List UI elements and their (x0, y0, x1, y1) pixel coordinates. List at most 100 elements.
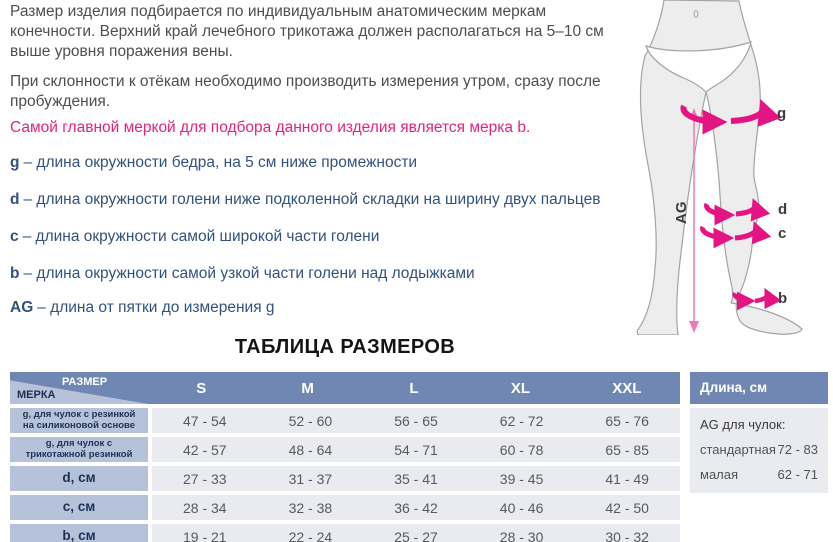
measurement-key: g (10, 154, 20, 171)
value-cell: 47 - 54 (183, 412, 227, 429)
value-cell: 30 - 32 (605, 528, 649, 542)
value-cell: 40 - 46 (499, 499, 544, 516)
size-table-header-row: РАЗМЕР МЕРКА S M L XL XXL (10, 372, 680, 404)
measurement-key: c (10, 228, 19, 245)
value-cell: 32 - 38 (288, 499, 333, 516)
length-option-name: стандартная (700, 442, 776, 457)
column-header-m: M (301, 379, 314, 397)
diagram-label-c: c (778, 225, 786, 242)
value-cell: 62 - 72 (499, 412, 544, 429)
diagram-label-b: b (778, 290, 787, 307)
row-label-line: g, для чулок с (45, 438, 113, 450)
table-row: b, см 19 - 21 22 - 24 25 - 27 28 - 30 30… (10, 524, 680, 542)
length-panel-header: Длина, см (690, 372, 828, 404)
measurement-desc: – длина окружности бедра, на 5 см ниже п… (23, 154, 418, 171)
intro-highlight: Самой главной меркой для подбора данного… (10, 119, 531, 136)
measurement-desc: – длина окружности самой широкой части г… (22, 228, 380, 245)
corner-label-size: РАЗМЕР (62, 376, 108, 388)
row-values: 42 - 57 48 - 64 54 - 71 60 - 78 65 - 85 (152, 437, 680, 462)
legs-measurement-diagram: g d c b AG (636, 0, 803, 335)
tape-arrow-b-icon (732, 287, 782, 311)
body-outline (636, 0, 803, 335)
row-label: d, см (10, 466, 148, 491)
diagram-label-g: g (777, 105, 786, 122)
measurement-def-ag: AG – длина от пятки до измерения g (10, 299, 630, 317)
value-cell: 65 - 85 (605, 441, 649, 458)
length-option: малая 62 - 71 (700, 467, 818, 482)
row-label-line: трикотажной резинкой (25, 448, 133, 460)
value-cell: 52 - 60 (288, 412, 333, 429)
size-table-title: ТАБЛИЦА РАЗМЕРОВ (234, 336, 456, 358)
length-option: стандартная 72 - 83 (700, 442, 818, 457)
column-header-xxl: XXL (612, 379, 642, 397)
table-row: g, для чулок с трикотажной резинкой 42 -… (10, 437, 680, 462)
value-cell: 28 - 30 (499, 528, 544, 542)
value-cell: 19 - 21 (183, 528, 227, 542)
row-label: c, см (10, 495, 148, 520)
length-option-value: 62 - 71 (777, 467, 818, 482)
row-label: g, для чулок с трикотажной резинкой (10, 437, 148, 462)
measurement-def-g: g – длина окружности бедра, на 5 см ниже … (10, 154, 630, 172)
value-cell: 31 - 37 (288, 470, 333, 487)
row-label-line: на силиконовой основе (22, 419, 136, 431)
panty-shape (645, 41, 752, 93)
row-label-line: b, см (62, 528, 96, 542)
value-cell: 48 - 64 (288, 441, 333, 458)
measurement-key: AG (10, 299, 34, 316)
length-option-name: малая (700, 467, 739, 482)
value-cell: 25 - 27 (394, 528, 438, 542)
column-header-l: L (409, 379, 419, 397)
tape-arrow-c-icon (700, 221, 772, 249)
table-row: d, см 27 - 33 31 - 37 35 - 41 39 - 45 41… (10, 466, 680, 491)
length-option-value: 72 - 83 (777, 442, 818, 457)
intro-paragraph-1: Размер изделия подбирается по индивидуал… (10, 3, 604, 60)
value-cell: 22 - 24 (288, 528, 333, 542)
measurement-desc: – длина окружности голени ниже подколенн… (23, 191, 601, 208)
value-cell: 65 - 76 (605, 412, 649, 429)
length-panel-body: AG для чулок: стандартная 72 - 83 малая … (690, 408, 828, 493)
value-cell: 42 - 50 (605, 499, 649, 516)
row-values: 47 - 54 52 - 60 56 - 65 62 - 72 65 - 76 (152, 408, 680, 433)
value-cell: 35 - 41 (394, 470, 438, 487)
measurement-key: b (10, 265, 20, 282)
value-cell: 28 - 34 (183, 499, 227, 516)
tape-arrow-d-icon (704, 198, 771, 226)
value-cell: 27 - 33 (183, 470, 227, 487)
row-label: b, см (10, 524, 148, 542)
corner-cell: РАЗМЕР МЕРКА (10, 372, 148, 404)
measurement-def-c: c – длина окружности самой широкой части … (10, 228, 630, 246)
value-cell: 54 - 71 (394, 441, 438, 458)
measurement-key: d (10, 191, 20, 208)
value-cell: 36 - 42 (394, 499, 438, 516)
length-panel-subheader: AG для чулок: (700, 417, 786, 432)
tape-arrow-g-icon (680, 98, 781, 135)
value-cell: 60 - 78 (499, 441, 544, 458)
measurement-def-d: d – длина окружности голени ниже подколен… (10, 191, 630, 209)
row-values: 27 - 33 31 - 37 35 - 41 39 - 45 41 - 49 (152, 466, 680, 491)
value-cell: 39 - 45 (499, 470, 544, 487)
table-row: c, см 28 - 34 32 - 38 36 - 42 40 - 46 42… (10, 495, 680, 520)
value-cell: 42 - 57 (183, 441, 227, 458)
column-header-s: S (196, 379, 207, 397)
row-label-line: g, для чулок с резинкой (22, 409, 136, 421)
diagram-label-d: d (778, 201, 787, 218)
value-cell: 56 - 65 (394, 412, 438, 429)
value-cell: 41 - 49 (605, 470, 649, 487)
row-label-line: d, см (62, 470, 96, 486)
size-table: РАЗМЕР МЕРКА S M L XL XXL g, для чулок с… (10, 372, 680, 542)
measurement-desc: – длина окружности самой узкой части гол… (23, 265, 475, 282)
measurement-desc: – длина от пятки до измерения g (37, 299, 275, 316)
column-header-xl: XL (510, 379, 530, 397)
corner-label-measure: МЕРКА (17, 389, 56, 401)
table-row: g, для чулок с резинкой на силиконовой о… (10, 408, 680, 433)
row-values: 19 - 21 22 - 24 25 - 27 28 - 30 30 - 32 (152, 524, 680, 542)
row-values: 28 - 34 32 - 38 36 - 42 40 - 46 42 - 50 (152, 495, 680, 520)
navel-icon (693, 10, 699, 18)
row-label: g, для чулок с резинкой на силиконовой о… (10, 408, 148, 433)
intro-paragraph-2: При склонности к отёкам необходимо произ… (10, 73, 601, 110)
length-panel: Длина, см AG для чулок: стандартная 72 -… (690, 372, 828, 493)
row-label-line: c, см (62, 499, 96, 515)
measurement-def-b: b – длина окружности самой узкой части го… (10, 265, 630, 283)
diagram-label-ag: AG (673, 202, 690, 225)
